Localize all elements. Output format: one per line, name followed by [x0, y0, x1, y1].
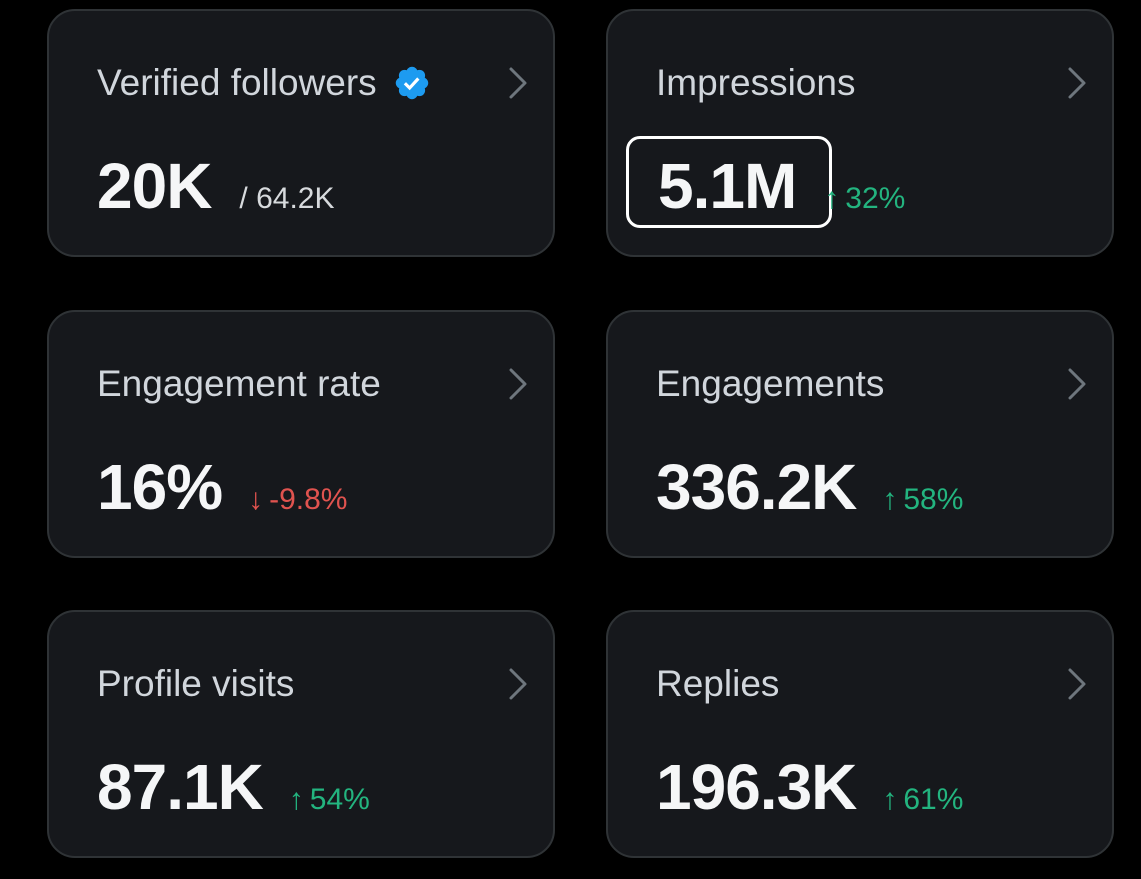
card-title-label: Impressions: [656, 62, 856, 103]
card-title-label: Engagements: [656, 363, 885, 404]
card-title: Engagements: [656, 362, 884, 406]
card-impressions[interactable]: Impressions 5.1M ↑ 32%: [606, 9, 1114, 257]
chevron-right-icon[interactable]: [507, 65, 529, 101]
card-title: Profile visits: [97, 662, 294, 706]
metric-row: 87.1K ↑ 54%: [97, 752, 370, 822]
chevron-right-icon[interactable]: [1066, 366, 1088, 402]
card-title-label: Replies: [656, 663, 780, 704]
metric-row: 5.1M ↑ 32%: [658, 151, 905, 221]
arrow-up-icon: ↑: [882, 783, 898, 816]
card-engagements[interactable]: Engagements 336.2K ↑ 58%: [606, 310, 1114, 558]
metric-change-value: 58%: [903, 483, 964, 516]
card-title: Replies: [656, 662, 779, 706]
metric-value: 336.2K: [656, 451, 857, 523]
card-verified-followers[interactable]: Verified followers 20K / 64.2K: [47, 9, 555, 257]
metric-change: ↑ 32%: [824, 182, 905, 216]
card-engagement-rate[interactable]: Engagement rate 16% ↓ -9.8%: [47, 310, 555, 558]
metric-row: 20K / 64.2K: [97, 151, 334, 221]
metric-change-value: 54%: [309, 783, 370, 816]
metric-change-value: -9.8%: [269, 483, 348, 516]
metric-change-value: 61%: [903, 783, 964, 816]
metric-value: 5.1M: [658, 150, 797, 222]
metric-change: ↓ -9.8%: [248, 483, 347, 517]
chevron-right-icon[interactable]: [1066, 65, 1088, 101]
arrow-up-icon: ↑: [824, 182, 840, 215]
chevron-right-icon[interactable]: [507, 666, 529, 702]
arrow-down-icon: ↓: [248, 483, 264, 516]
card-title-label: Engagement rate: [97, 363, 381, 404]
card-title: Impressions: [656, 61, 855, 105]
card-title: Engagement rate: [97, 362, 381, 406]
chevron-right-icon[interactable]: [507, 366, 529, 402]
card-title-label: Verified followers: [97, 62, 377, 103]
card-profile-visits[interactable]: Profile visits 87.1K ↑ 54%: [47, 610, 555, 858]
metric-total: / 64.2K: [239, 182, 335, 215]
chevron-right-icon[interactable]: [1066, 666, 1088, 702]
card-replies[interactable]: Replies 196.3K ↑ 61%: [606, 610, 1114, 858]
arrow-up-icon: ↑: [288, 783, 304, 816]
card-title: Verified followers: [97, 61, 431, 105]
card-title-label: Profile visits: [97, 663, 295, 704]
metric-change: ↑ 61%: [882, 783, 963, 817]
metric-value: 20K: [97, 150, 212, 222]
highlight-box: [626, 136, 832, 228]
metric-value: 87.1K: [97, 751, 264, 823]
metric-row: 16% ↓ -9.8%: [97, 452, 347, 522]
metric-change: ↑ 58%: [882, 483, 963, 517]
metric-value: 16%: [97, 451, 223, 523]
metric-row: 196.3K ↑ 61%: [656, 752, 963, 822]
metric-change: ↑ 54%: [289, 783, 370, 817]
arrow-up-icon: ↑: [882, 483, 898, 516]
metric-row: 336.2K ↑ 58%: [656, 452, 963, 522]
metric-change-value: 32%: [845, 182, 906, 215]
metric-value: 196.3K: [656, 751, 857, 823]
verified-badge-icon: [395, 66, 428, 100]
